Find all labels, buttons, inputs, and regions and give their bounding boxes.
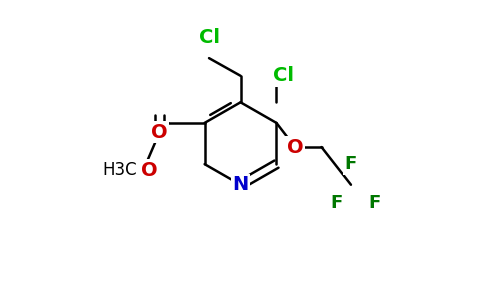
Text: F: F xyxy=(368,194,380,212)
Text: H3C: H3C xyxy=(103,161,137,179)
Text: N: N xyxy=(232,175,249,194)
Text: O: O xyxy=(151,123,168,142)
Text: Cl: Cl xyxy=(272,66,294,85)
Text: Cl: Cl xyxy=(198,28,220,47)
Text: F: F xyxy=(330,194,342,212)
Text: O: O xyxy=(287,138,303,157)
Text: O: O xyxy=(141,160,158,179)
Text: F: F xyxy=(345,155,357,173)
